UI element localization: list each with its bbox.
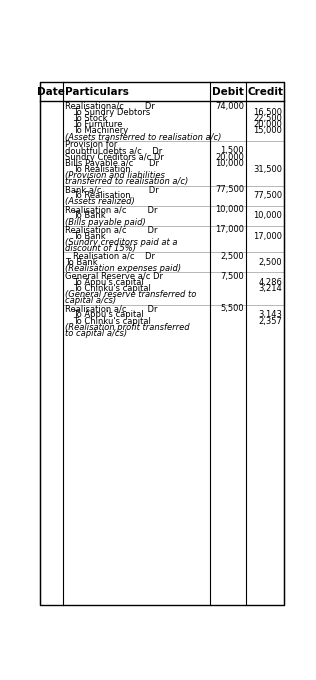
Text: discount of 15%): discount of 15%) [65, 244, 136, 253]
Text: Debit: Debit [212, 86, 244, 97]
Text: 2,357: 2,357 [258, 317, 283, 326]
Text: 2,500: 2,500 [259, 258, 283, 267]
Text: To Bank: To Bank [73, 231, 106, 241]
Text: Credit: Credit [247, 86, 283, 97]
Text: (Provision and liabilities: (Provision and liabilities [65, 171, 165, 180]
Text: To Bank: To Bank [73, 211, 106, 220]
Text: Particulars: Particulars [65, 86, 129, 97]
Text: To Realisation: To Realisation [73, 165, 131, 174]
Text: To Stock: To Stock [73, 114, 108, 123]
Text: 20,000: 20,000 [253, 120, 283, 129]
Text: (Realisation expenses paid): (Realisation expenses paid) [65, 264, 181, 273]
Text: 2,500: 2,500 [220, 252, 244, 260]
Text: doubtful debts a/c    Dr: doubtful debts a/c Dr [65, 146, 162, 156]
Text: to capital a/cs): to capital a/cs) [65, 329, 127, 338]
Text: To Chinku's capital: To Chinku's capital [73, 284, 151, 293]
Text: Bank a/c                  Dr: Bank a/c Dr [65, 185, 159, 194]
Text: 15,000: 15,000 [253, 126, 283, 135]
Text: To Sundry Debtors: To Sundry Debtors [73, 108, 150, 117]
Text: 74,000: 74,000 [215, 101, 244, 111]
Text: To Bank: To Bank [65, 258, 97, 267]
Text: 22,500: 22,500 [253, 114, 283, 123]
Text: To Machinery: To Machinery [73, 126, 129, 135]
Text: (Realisation profit transferred: (Realisation profit transferred [65, 323, 189, 332]
Text: capital a/cs): capital a/cs) [65, 296, 116, 305]
Text: Realisation a/c    Dr: Realisation a/c Dr [73, 252, 155, 260]
Text: 10,000: 10,000 [215, 159, 244, 168]
Text: Realisation a/c        Dr: Realisation a/c Dr [65, 225, 157, 235]
Text: Provision for: Provision for [65, 140, 117, 150]
Text: (Bills payable paid): (Bills payable paid) [65, 218, 145, 226]
Text: 20,000: 20,000 [215, 152, 244, 162]
Text: 10,000: 10,000 [253, 211, 283, 220]
Text: 10,000: 10,000 [215, 205, 244, 214]
Text: (General reserve transferred to: (General reserve transferred to [65, 290, 196, 299]
Text: To Chinku's capital: To Chinku's capital [73, 317, 151, 326]
Text: 1,500: 1,500 [220, 146, 244, 156]
Text: (Assets transferred to realisation a/c): (Assets transferred to realisation a/c) [65, 133, 221, 141]
Text: To Appu's capital: To Appu's capital [73, 278, 144, 287]
Text: 77,500: 77,500 [253, 191, 283, 201]
Text: 5,500: 5,500 [220, 304, 244, 313]
Text: 3,214: 3,214 [259, 284, 283, 293]
Text: Bills Payable a/c      Dr: Bills Payable a/c Dr [65, 159, 159, 168]
Text: 4,286: 4,286 [258, 278, 283, 287]
Text: 17,000: 17,000 [215, 225, 244, 235]
Text: To Appu's capital: To Appu's capital [73, 310, 144, 320]
Text: 16,500: 16,500 [253, 108, 283, 117]
Text: General Reserve a/c Dr: General Reserve a/c Dr [65, 272, 163, 281]
Text: 7,500: 7,500 [220, 272, 244, 281]
Text: 31,500: 31,500 [253, 165, 283, 174]
Text: To Furniture: To Furniture [73, 120, 123, 129]
Text: Date: Date [37, 86, 65, 97]
Text: Realisationa/c        Dr: Realisationa/c Dr [65, 101, 155, 111]
Text: 3,143: 3,143 [258, 310, 283, 320]
Text: 77,500: 77,500 [215, 185, 244, 194]
Text: Realisation a/c        Dr: Realisation a/c Dr [65, 205, 157, 214]
Text: 17,000: 17,000 [253, 231, 283, 241]
Text: (Sundry creditors paid at a: (Sundry creditors paid at a [65, 238, 177, 247]
Text: transferred to realisation a/c): transferred to realisation a/c) [65, 177, 188, 186]
Text: (Assets realized): (Assets realized) [65, 197, 135, 207]
Text: Sundry Creditors a/c Dr: Sundry Creditors a/c Dr [65, 152, 164, 162]
Text: To Realisation: To Realisation [73, 191, 131, 201]
Text: Realisation a/c        Dr: Realisation a/c Dr [65, 304, 157, 313]
